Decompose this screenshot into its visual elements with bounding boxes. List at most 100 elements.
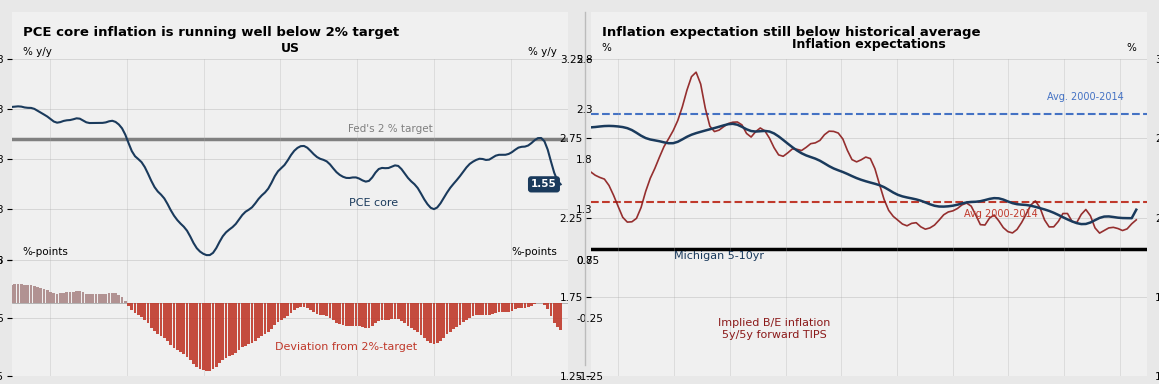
Bar <box>280 303 283 320</box>
Bar <box>484 303 487 315</box>
Bar <box>462 303 465 322</box>
Bar <box>533 303 535 304</box>
Bar <box>137 303 139 315</box>
Bar <box>101 294 104 303</box>
Bar <box>427 303 429 341</box>
Bar <box>92 294 94 303</box>
Bar <box>88 294 90 303</box>
Bar <box>338 303 341 324</box>
Bar <box>10 285 13 303</box>
Text: 1.55: 1.55 <box>531 179 556 189</box>
Bar <box>549 303 553 316</box>
Bar <box>556 303 559 328</box>
Bar <box>367 303 371 328</box>
Bar <box>169 303 173 345</box>
Bar <box>475 303 478 315</box>
Bar <box>63 293 65 303</box>
Bar <box>400 303 403 321</box>
Bar <box>99 294 101 303</box>
Bar <box>511 303 513 311</box>
Bar <box>544 303 546 305</box>
Bar <box>108 293 110 303</box>
Bar <box>299 303 302 308</box>
Text: Michigan 5-10yr: Michigan 5-10yr <box>675 251 764 261</box>
Bar <box>504 303 506 313</box>
Bar <box>14 285 16 303</box>
Bar <box>79 291 81 303</box>
Bar <box>302 303 305 307</box>
Bar <box>59 293 61 303</box>
Bar <box>283 303 286 318</box>
Bar <box>560 303 562 329</box>
Bar <box>267 303 270 332</box>
Bar <box>189 303 191 360</box>
Bar <box>140 303 143 317</box>
Bar <box>371 303 373 326</box>
Bar <box>530 303 533 306</box>
Bar <box>30 285 32 303</box>
Bar <box>192 303 195 364</box>
Bar <box>313 303 315 312</box>
Bar <box>147 303 150 323</box>
Bar <box>472 303 474 316</box>
Bar <box>348 303 351 326</box>
Bar <box>391 303 393 319</box>
Bar <box>481 303 484 315</box>
Bar <box>468 303 471 318</box>
Bar <box>364 303 367 328</box>
Bar <box>488 303 490 315</box>
Text: US: US <box>280 42 299 55</box>
Bar <box>156 303 159 334</box>
Bar <box>413 303 416 329</box>
Bar <box>315 303 319 314</box>
Bar <box>111 293 114 303</box>
Bar <box>335 303 337 323</box>
Bar <box>513 303 517 310</box>
Bar <box>65 292 68 303</box>
Bar <box>214 303 218 367</box>
Bar <box>459 303 461 325</box>
Bar <box>153 303 156 331</box>
Bar <box>36 287 39 303</box>
Bar <box>27 285 29 303</box>
Text: PCE core inflation is running well below 2% target: PCE core inflation is running well below… <box>23 26 399 40</box>
Bar <box>196 303 198 367</box>
Text: Avg 2000-2014: Avg 2000-2014 <box>963 209 1037 220</box>
Text: Implied B/E inflation
5y/5y forward TIPS: Implied B/E inflation 5y/5y forward TIPS <box>719 318 831 339</box>
Bar <box>261 303 263 336</box>
Bar <box>342 303 344 325</box>
Bar <box>387 303 389 320</box>
Bar <box>326 303 328 316</box>
Bar <box>429 303 432 343</box>
Bar <box>247 303 250 344</box>
Bar <box>228 303 231 356</box>
Bar <box>205 303 207 371</box>
Bar <box>241 303 243 348</box>
Bar <box>439 303 442 341</box>
Bar <box>455 303 458 327</box>
Bar <box>180 303 182 353</box>
Bar <box>351 303 355 326</box>
Bar <box>254 303 256 341</box>
Bar <box>72 292 74 303</box>
Bar <box>173 303 175 348</box>
Bar <box>231 303 234 354</box>
Bar <box>384 303 387 320</box>
Bar <box>250 303 254 343</box>
Bar <box>95 294 97 303</box>
Bar <box>378 303 380 321</box>
Bar <box>49 291 52 303</box>
Bar <box>423 303 425 338</box>
Bar <box>238 303 240 350</box>
Bar <box>209 303 211 371</box>
Bar <box>104 294 107 303</box>
Text: % y/y: % y/y <box>23 47 52 57</box>
Bar <box>407 303 409 326</box>
Bar <box>127 303 130 306</box>
Bar <box>218 303 221 363</box>
Text: %-points: %-points <box>511 247 557 257</box>
Bar <box>131 303 133 310</box>
Bar <box>362 303 364 327</box>
Bar <box>306 303 308 308</box>
Bar <box>443 303 445 338</box>
